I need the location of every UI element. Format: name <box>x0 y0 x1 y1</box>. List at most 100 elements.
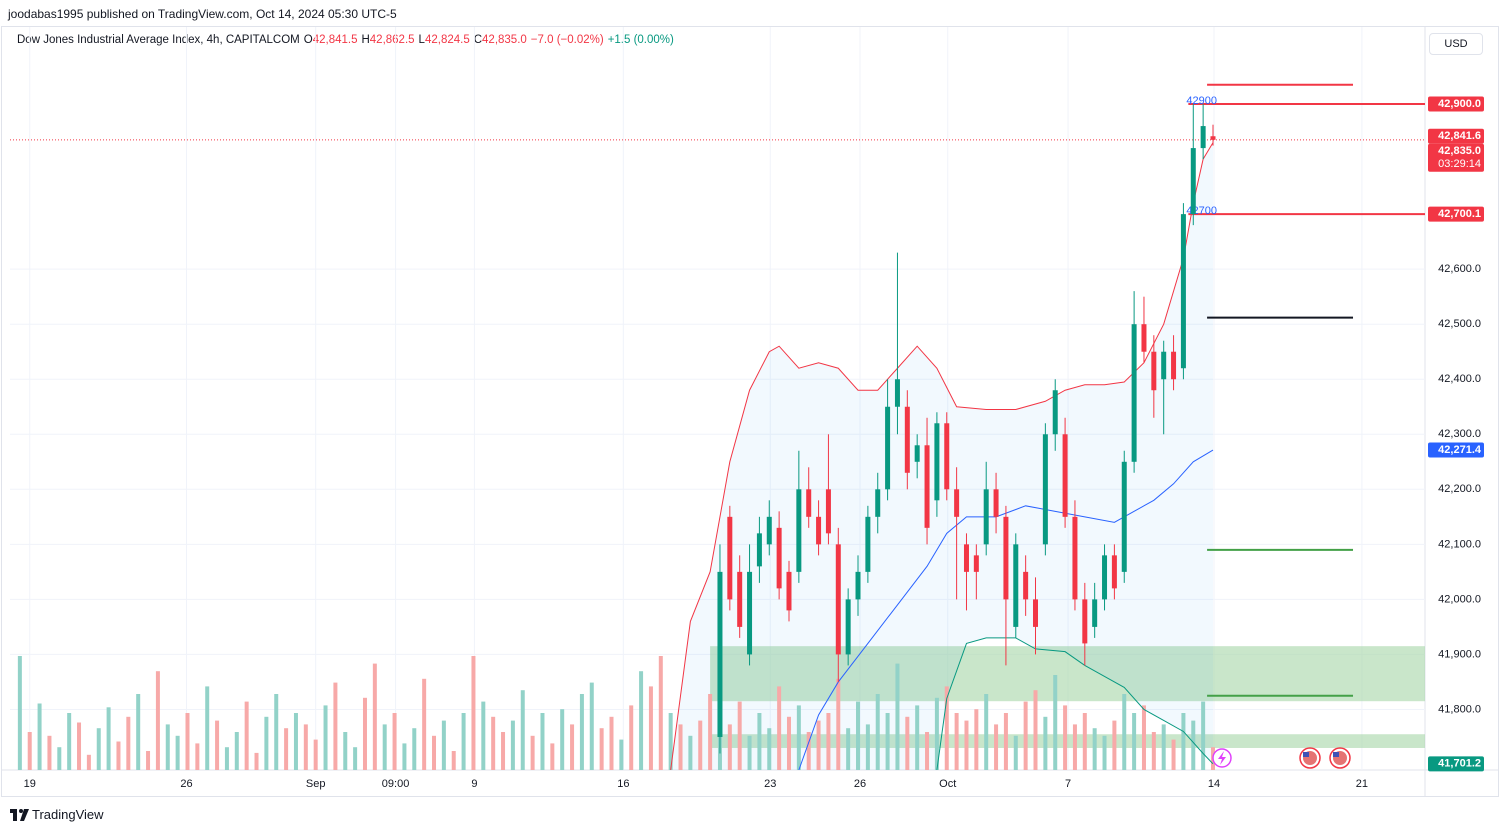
ohlc-key: L <box>418 34 425 46</box>
volume-bar <box>540 713 545 770</box>
candle-body <box>894 379 900 407</box>
volume-bar <box>195 743 200 770</box>
volume-bar <box>461 713 466 770</box>
ohlc-key: C <box>473 34 483 46</box>
volume-bar <box>481 701 486 770</box>
candle-body <box>747 571 753 655</box>
candle-body <box>825 489 831 534</box>
volume-bar <box>17 656 22 770</box>
ohlc-value: 42,824.5 <box>424 34 470 46</box>
volume-bar <box>1082 713 1087 770</box>
flag-canton <box>1303 752 1309 757</box>
candle-body <box>766 516 772 545</box>
volume-bar <box>678 724 683 770</box>
volume-bar <box>343 732 348 770</box>
volume-bar <box>510 720 515 770</box>
candle-body <box>1200 126 1206 149</box>
volume-bar <box>658 656 663 770</box>
volume-bar <box>234 732 239 770</box>
volume-bar <box>491 716 496 770</box>
candle-body <box>1072 516 1078 600</box>
volume-bar <box>560 709 565 770</box>
price-tag <box>1428 128 1484 144</box>
volume-bar <box>708 694 713 770</box>
volume-bar <box>1102 735 1107 770</box>
candle-body <box>1111 555 1117 589</box>
candle-body <box>1141 324 1147 352</box>
candle-body <box>737 571 743 627</box>
price-tag-label: 42,700.1 <box>1438 208 1481 220</box>
candle-body <box>1121 461 1127 572</box>
currency-button[interactable]: USD <box>1429 33 1483 55</box>
volume-bar <box>1112 720 1117 770</box>
candle-body <box>855 571 861 600</box>
zone <box>710 646 1425 702</box>
volume-bar <box>806 732 811 770</box>
upper-band-line <box>670 142 1214 770</box>
x-tick-label: 9 <box>471 778 477 790</box>
volume-bar <box>96 728 101 770</box>
volume-bar <box>579 694 584 770</box>
x-tick-label: 23 <box>764 778 776 790</box>
volume-bar <box>639 671 644 770</box>
volume-bar <box>767 728 772 770</box>
x-tick-label: 26 <box>854 778 866 790</box>
volume-bar <box>501 732 506 770</box>
volume-bar <box>313 739 318 770</box>
candle-body <box>796 489 802 572</box>
volume-bar <box>1201 701 1206 770</box>
volume-bar <box>175 735 180 770</box>
volume-bar <box>915 705 920 770</box>
candle-body <box>806 489 812 517</box>
x-tick-label: 14 <box>1208 778 1220 790</box>
y-tick-label: 41,900.0 <box>1438 648 1481 660</box>
volume-bar <box>1063 705 1068 770</box>
volume-bar <box>895 663 900 770</box>
volume-bar <box>116 741 121 770</box>
volume-bar <box>885 713 890 770</box>
volume-bar <box>432 735 437 770</box>
candle-body <box>1082 599 1088 644</box>
volume-bar <box>1171 739 1176 770</box>
candle-body <box>885 406 891 490</box>
volume-bar <box>1151 732 1156 770</box>
ohlc-value: 42,862.5 <box>369 34 415 46</box>
candle-body <box>1052 390 1058 435</box>
candle-body <box>993 489 999 517</box>
volume-bar <box>925 732 930 770</box>
price-tag <box>1428 96 1484 112</box>
candle-body <box>1180 214 1186 369</box>
volume-bar <box>146 751 151 770</box>
volume-bar <box>126 716 131 770</box>
logo-part <box>19 809 23 813</box>
volume-bar <box>1033 690 1038 770</box>
candle-body <box>934 423 940 501</box>
y-tick-label: 42,000.0 <box>1438 593 1481 605</box>
brand-logo <box>10 809 29 821</box>
volume-bar <box>747 735 752 770</box>
volume-bar <box>382 724 387 770</box>
volume-bar <box>136 694 141 770</box>
volume-bar <box>875 694 880 770</box>
volume-bar <box>934 697 939 770</box>
volume-bar <box>589 682 594 770</box>
ohlc-value: 42,835.0 <box>482 34 527 46</box>
volume-bar <box>155 671 160 770</box>
candle-body <box>1042 434 1048 545</box>
logo-part <box>13 813 17 821</box>
volume-bar <box>1132 713 1137 770</box>
volume-bar <box>1191 720 1196 770</box>
x-tick-label: Oct <box>939 778 956 790</box>
volume-bar <box>274 694 279 770</box>
candle-body <box>756 533 762 567</box>
candle-body <box>816 516 822 545</box>
candle-body <box>1003 516 1009 600</box>
volume-bar <box>826 713 831 770</box>
candle-body <box>1161 351 1167 380</box>
volume-bar <box>244 701 249 770</box>
candle-body <box>1171 351 1177 380</box>
volume-bar <box>165 724 170 770</box>
volume-bar <box>550 743 555 770</box>
volume-bar <box>451 751 456 770</box>
